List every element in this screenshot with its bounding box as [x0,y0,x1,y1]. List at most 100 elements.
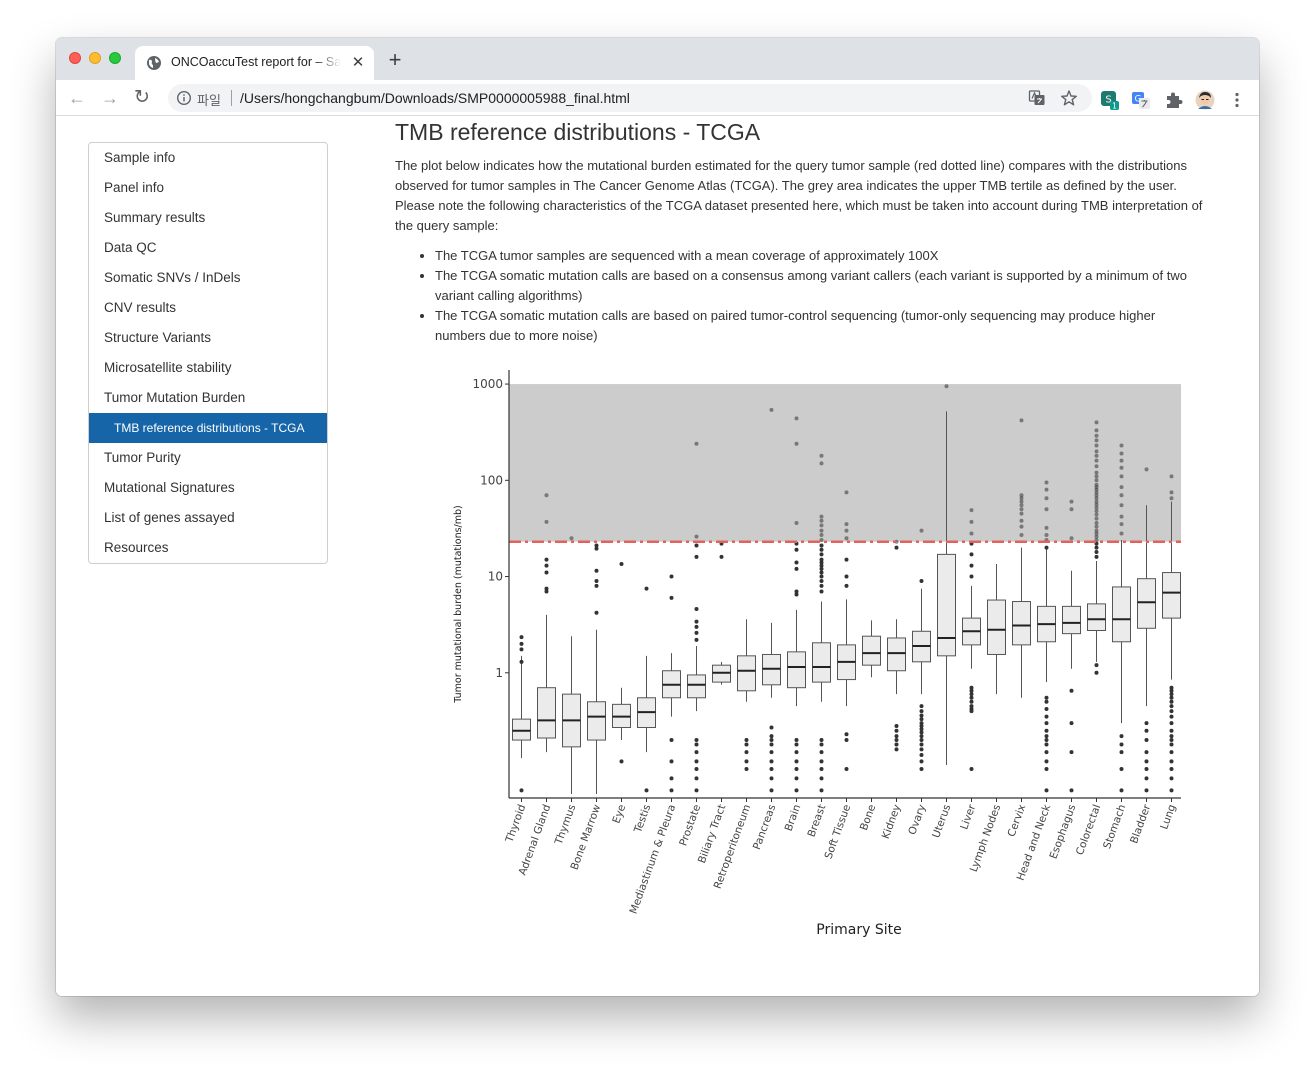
outlier-point [1069,688,1074,693]
outlier-point [1169,738,1174,743]
outlier-point [744,742,749,747]
outlier-point [544,563,549,568]
box-bone [862,635,881,666]
outlier-point [844,490,849,495]
box-cervix [1012,601,1031,646]
profile-avatar[interactable] [1195,90,1215,110]
svg-text:S: S [1105,95,1111,106]
outlier-point [1094,528,1099,533]
puzzle-piece-icon[interactable] [1164,90,1184,110]
outlier-point [519,635,524,640]
outlier-point [1094,438,1099,443]
outlier-point [844,557,849,562]
outlier-point [1094,663,1099,668]
outlier-point [819,543,824,548]
outlier-point [1144,776,1149,781]
outlier-point [819,574,824,579]
toc-item-sample-info[interactable]: Sample info [104,150,176,165]
outlier-point [1094,493,1099,498]
forward-arrow-icon[interactable]: → [101,88,119,108]
address-bar[interactable]: 파일 /Users/hongchangbum/Downloads/SMP0000… [168,84,1092,112]
x-tick-label: Prostate [677,803,703,848]
toc-item-resources[interactable]: Resources [104,540,169,555]
x-tick-label: Pancreas [751,803,778,851]
section-intro: The plot below indicates how the mutatio… [395,158,1203,233]
outlier-point [819,547,824,552]
outlier-point [1069,536,1074,541]
outlier-point [1044,695,1049,700]
back-arrow-icon[interactable]: ← [68,88,86,108]
x-axis-label: Primary Site [816,922,901,938]
y-tick-label: 1000 [472,377,503,391]
url-text[interactable]: /Users/hongchangbum/Downloads/SMP0000005… [240,90,630,106]
star-icon[interactable] [1060,89,1078,107]
outlier-point [619,759,624,764]
outlier-point [1144,750,1149,755]
outlier-point [669,595,674,600]
outlier-point [1169,742,1174,747]
close-window-button[interactable] [69,52,81,64]
outlier-point [744,767,749,772]
outlier-point [1119,458,1124,463]
outlier-point [844,583,849,588]
outlier-point [694,767,699,772]
more-options-icon[interactable] [1227,90,1247,110]
notes-list: The TCGA tumor samples are sequenced wit… [435,246,1205,346]
outlier-point [844,732,849,737]
extension-badge-icon[interactable]: S 1 [1100,90,1120,110]
outlier-point [794,592,799,597]
toc-item-tmb-reference-tcga[interactable]: TMB reference distributions - TCGA [89,413,327,443]
outlier-point [794,566,799,571]
outlier-point [1144,759,1149,764]
outlier-point [1169,704,1174,709]
tab-close-icon[interactable]: ✕ [351,54,365,71]
google-translate-icon[interactable]: G [1131,90,1151,110]
x-tick-label: Breast [805,803,828,839]
outlier-point [1094,458,1099,463]
extension-badge-count: 1 [1112,101,1117,110]
toc-item-microsatellite-stability[interactable]: Microsatellite stability [104,360,232,375]
toc-item-mutational-signatures[interactable]: Mutational Signatures [104,480,235,495]
outlier-point [1169,750,1174,755]
outlier-point [919,528,924,533]
translate-icon[interactable] [1028,89,1046,107]
toc-item-tumor-purity[interactable]: Tumor Purity [104,450,181,465]
x-tick-label: Thymus [552,803,578,847]
upper-tertile-area [509,384,1181,542]
toc-item-cnv-results[interactable]: CNV results [104,300,177,315]
outlier-point [694,619,699,624]
toc-item-structure-variants[interactable]: Structure Variants [104,330,212,345]
outlier-point [1019,493,1024,498]
box-esophagus [1062,605,1081,635]
outlier-point [1119,503,1124,508]
outlier-point [1069,788,1074,793]
outlier-point [1144,788,1149,793]
outlier-point [769,725,774,730]
toc-item-data-qc[interactable]: Data QC [104,240,157,255]
outlier-point [819,570,824,575]
outlier-point [694,624,699,629]
x-tick-label: Ovary [906,803,928,837]
toc-item-panel-info[interactable]: Panel info [104,180,165,195]
minimize-window-button[interactable] [89,52,101,64]
outlier-point [1044,545,1049,550]
info-icon[interactable] [176,90,192,106]
outlier-point [694,776,699,781]
reload-icon[interactable]: ↻ [134,87,150,108]
outlier-point [1044,728,1049,733]
outlier-point [969,704,974,709]
browser-tab[interactable]: ONCOaccuTest report for – Sample ✕ [135,46,374,80]
box-bone-marrow [587,701,606,741]
new-tab-button[interactable]: + [388,47,402,72]
outlier-point [1119,465,1124,470]
outlier-point [1044,480,1049,485]
toc-item-genes-assayed[interactable]: List of genes assayed [104,510,235,525]
toc-item-tumor-mutation-burden[interactable]: Tumor Mutation Burden [104,390,246,405]
toc-item-summary-results[interactable]: Summary results [104,210,206,225]
outlier-point [1019,496,1024,501]
outlier-point [819,528,824,533]
x-tick-label: Cervix [1006,803,1029,839]
maximize-window-button[interactable] [109,52,121,64]
outlier-point [669,738,674,743]
toc-item-somatic-snvs[interactable]: Somatic SNVs / InDels [104,270,241,285]
